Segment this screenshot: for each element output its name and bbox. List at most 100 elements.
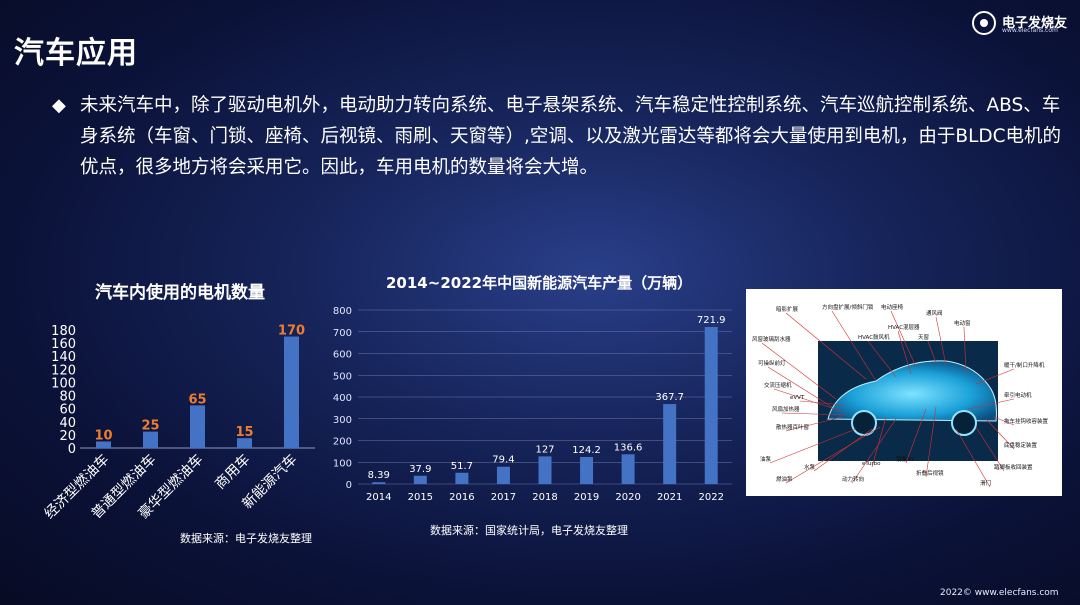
car-part-label: 水泵: [804, 463, 816, 471]
callout-line: [785, 426, 881, 484]
chart1-y-tick: 100: [51, 376, 76, 391]
chart2-y-tick: 0: [346, 480, 352, 491]
callout-line: [963, 326, 967, 375]
bullet-paragraph: ◆ 未来汽车中，除了驱动电机外，电动助力转向系统、电子悬架系统、汽车稳定性控制系…: [52, 90, 1062, 183]
callout-line: [785, 416, 843, 432]
chart2-category-label: 2021: [657, 492, 682, 503]
chart2-y-tick: 200: [333, 437, 352, 448]
brand-logo: 电子发烧友 www.elecfans.com: [972, 10, 1078, 36]
chart2-y-tick: 600: [333, 350, 352, 361]
chart2-category-label: 2019: [574, 492, 599, 503]
callout-line: [871, 416, 887, 468]
chart1-y-tick: 80: [59, 390, 76, 405]
chart1-data-label: 10: [94, 428, 112, 443]
car-part-label: 方向盘扩展/倾斜门锁: [822, 303, 874, 311]
chart2-category-label: 2017: [491, 492, 516, 503]
chart2-bar: [580, 456, 594, 484]
chart1-bar: [284, 336, 299, 448]
chart1-category-label: 商用车: [212, 451, 254, 493]
car-wheel: [951, 410, 977, 436]
chart2-bar: [455, 472, 469, 484]
chart1-data-label: 170: [278, 324, 305, 339]
chart2-y-tick: 300: [333, 415, 352, 426]
callout-line: [975, 426, 1005, 472]
chart2-category-label: 2016: [449, 492, 474, 503]
car-part-label: 散热器百叶窗: [776, 423, 810, 431]
callout-line: [985, 418, 1015, 450]
chart2-data-label: 367.7: [655, 392, 684, 403]
chart1-y-tick: 0: [68, 442, 76, 457]
chart1-data-label: 15: [235, 425, 253, 440]
car-part-label: 动力转向: [842, 475, 864, 483]
chart2-bar: [538, 456, 552, 484]
callout-line: [773, 388, 842, 412]
car-motor-diagram: 暗影扩展 方向盘扩展/倾斜门锁 电动座椅 通风阀 HVAC混层器 HVAC鼓风机 天窗 电动窗…: [746, 289, 1062, 496]
chart1-bar: [237, 438, 252, 448]
chart2-bar: [704, 326, 718, 484]
car-part-label: eVVT: [790, 395, 805, 401]
chart2-data-label: 124.2: [572, 445, 601, 456]
chart1-y-tick: 20: [59, 429, 76, 444]
footer-copyright: 2022© www.elecfans.com: [940, 588, 1059, 598]
car-part-label: 电动座椅: [881, 303, 904, 311]
car-part-label: 折叠后视镜: [916, 469, 944, 477]
chart1-source: 数据来源：电子发烧友整理: [180, 532, 312, 545]
chart1-y-tick: 160: [51, 337, 76, 352]
chart2-bar: [372, 482, 386, 484]
callout-line: [769, 428, 857, 464]
chart2-data-label: 79.4: [492, 455, 514, 466]
callout-line: [867, 340, 897, 378]
chart1-bar: [143, 431, 158, 448]
car-part-label: 风窗玻璃刮水器: [752, 335, 791, 343]
chart2-category-label: 2018: [532, 492, 557, 503]
chart1-bar: [96, 441, 111, 448]
callout-line: [813, 428, 873, 472]
chart2-y-tick: 500: [333, 371, 352, 382]
chart2-data-label: 127: [535, 444, 554, 455]
chart2-y-tick: 100: [333, 458, 352, 469]
callout-line: [851, 418, 897, 484]
car-part-label: 拖车挂钩收容装置: [1004, 417, 1049, 425]
car-part-label: 底盘稳定装置: [1004, 441, 1038, 449]
car-part-label: 燃油泵: [776, 475, 793, 483]
callout-line: [927, 340, 937, 364]
chart2-y-tick: 700: [333, 328, 352, 339]
logo-url: www.elecfans.com: [1002, 27, 1058, 34]
car-part-label: HVAC鼓风机: [858, 333, 890, 341]
car-part-label: 电动窗: [954, 319, 971, 327]
callout-line: [993, 416, 1015, 426]
chart2-data-label: 721.9: [697, 315, 726, 326]
diamond-bullet-icon: ◆: [52, 95, 66, 116]
car-part-label: 暗影扩展: [776, 305, 799, 313]
car-part-label: eTurbo: [862, 461, 881, 467]
chart1-data-label: 65: [188, 392, 206, 407]
car-part-label: 通风阀: [926, 309, 943, 317]
callout-line: [890, 310, 917, 368]
chart2-data-label: 37.9: [409, 464, 431, 475]
callout-line: [935, 316, 947, 366]
chart2-y-tick: 400: [333, 393, 352, 404]
callout-line: [955, 428, 991, 488]
chart1-y-tick: 40: [59, 416, 76, 431]
car-part-label: 油泵: [760, 455, 772, 463]
car-part-label: 交流压缩机: [764, 381, 792, 389]
callout-line: [975, 368, 1015, 385]
chart2-title: 2014~2022年中国新能源汽车产量（万辆）: [386, 274, 693, 292]
nev-production-chart: 0 100 200 300 400 500 600 700 800 8.39 2014 37.9 201…: [333, 306, 732, 503]
car-part-label: 牵引电动机: [1004, 391, 1032, 399]
callout-line: [925, 406, 937, 478]
callout-line: [761, 342, 837, 400]
car-part-label: 暖干/制口升降机: [1004, 361, 1045, 369]
chart2-y-tick: 800: [333, 306, 352, 317]
chart2-source: 数据来源：国家统计局，电子发烧友整理: [430, 524, 628, 537]
chart2-data-label: 136.6: [614, 442, 643, 453]
callout-line: [967, 398, 1015, 410]
chart1-y-tick: 120: [51, 363, 76, 378]
motor-count-chart: 02040608010012014016018010经济型燃油车25普通型燃油车…: [41, 324, 315, 522]
car-part-label: 踏脚板收回装置: [994, 463, 1033, 471]
bullet-text: 未来汽车中，除了驱动电机外，电动助力转向系统、电子悬架系统、汽车稳定性控制系统、…: [80, 95, 1062, 178]
callout-line: [785, 312, 867, 380]
callout-line: [767, 366, 833, 408]
slide-title: 汽车应用: [14, 36, 138, 71]
